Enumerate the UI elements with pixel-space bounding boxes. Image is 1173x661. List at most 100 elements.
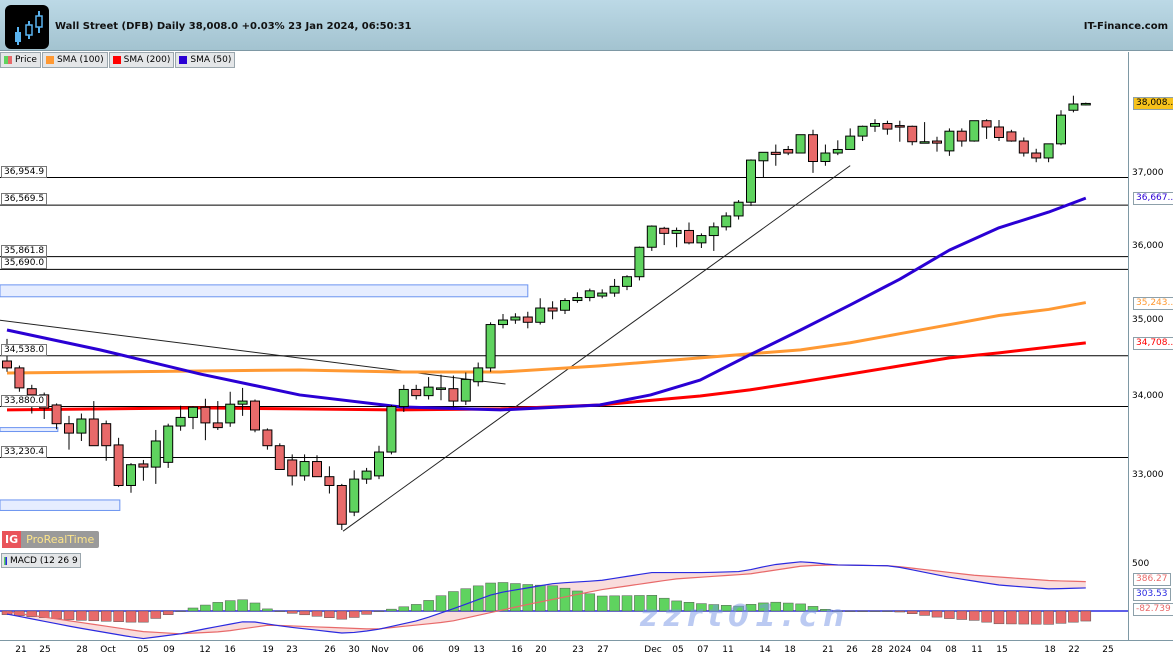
macd-histogram-bar	[262, 608, 273, 612]
candle-body-up	[969, 120, 980, 142]
candle	[522, 311, 533, 329]
macd-signal-tag: 386.27	[1133, 573, 1171, 586]
macd-histogram-bar	[745, 604, 757, 612]
macd-histogram-bar	[931, 610, 943, 618]
prorealtime-name: ProRealTime	[26, 533, 95, 546]
candle-body-down	[287, 459, 298, 477]
price-tick-label: 34,000	[1132, 391, 1164, 402]
candle	[150, 429, 161, 484]
level-label[interactable]: 36,954.9	[1, 165, 48, 178]
date-tick-label: 07	[697, 645, 709, 655]
price-chart[interactable]	[0, 52, 1128, 548]
macd-chart[interactable]	[0, 550, 1128, 640]
candle	[646, 225, 657, 251]
brand-name: IT-Finance.com	[1083, 21, 1168, 32]
macd-histogram-bar	[348, 610, 360, 618]
date-tick-label: 27	[597, 645, 609, 655]
level-label[interactable]: 34,538.0	[1, 343, 48, 356]
date-axis[interactable]: 21 25 28 Oct 05 09 12 16 19 23 26 30 Nov 06 09 13 16 20 23…	[0, 640, 1173, 661]
macd-histogram-bar	[299, 610, 310, 616]
date-tick-label: 2024	[888, 645, 912, 655]
legend-price[interactable]: Price	[0, 52, 41, 68]
level-label[interactable]: 33,230.4	[1, 445, 48, 458]
candle	[832, 140, 843, 156]
candle-body-up	[758, 151, 769, 162]
date-tick-label: 30	[348, 645, 360, 655]
candle-body-down	[312, 461, 322, 478]
ig-logo: IG	[2, 531, 22, 548]
candle-body-up	[237, 400, 248, 405]
candle-body-down	[808, 134, 818, 163]
macd-histogram-bar	[76, 610, 87, 621]
candle	[1043, 143, 1054, 163]
price-axis[interactable]	[1128, 52, 1173, 640]
macd-signal-line	[6, 564, 1086, 635]
candle	[634, 246, 645, 281]
macd-histogram-bar	[410, 604, 422, 612]
candle-body-up	[398, 388, 409, 408]
level-label[interactable]: 35,690.0	[1, 257, 48, 270]
level-label[interactable]: 36,569.5	[1, 193, 48, 206]
candle-body-up	[746, 159, 756, 203]
candle	[919, 122, 930, 144]
candle	[560, 298, 570, 315]
chart-title: Wall Street (DFB) Daily 38,008.0 +0.03% …	[55, 21, 412, 32]
candle	[448, 375, 459, 408]
legend-sma50[interactable]: SMA (50)	[175, 52, 236, 68]
candle-body-up	[733, 201, 744, 217]
date-tick-label: 21	[15, 645, 27, 655]
sma100-swatch-icon	[45, 56, 54, 64]
sma50-line	[6, 196, 1087, 412]
level-label[interactable]: 35,861.8	[1, 244, 48, 257]
macd-histogram-bar	[683, 602, 695, 612]
candle	[894, 120, 905, 142]
candle-body-up	[1068, 103, 1079, 111]
macd-histogram-bar	[993, 610, 1005, 625]
macd-histogram-bar	[113, 610, 124, 622]
zone-rect	[0, 427, 59, 433]
date-tick-label: 26	[846, 645, 858, 655]
date-tick-label: 20	[535, 645, 547, 655]
candle	[721, 212, 732, 231]
macd-histogram-bar	[671, 600, 682, 612]
macd-histogram-bar	[311, 610, 323, 617]
candle	[907, 125, 918, 146]
candle	[299, 454, 310, 481]
macd-histogram-bar	[1068, 610, 1079, 623]
date-tick-label: 14	[759, 645, 771, 655]
legend-sma100[interactable]: SMA (100)	[41, 52, 108, 68]
sma200-swatch-icon	[112, 56, 121, 64]
macd-histogram-bar	[386, 608, 397, 612]
candle	[622, 275, 632, 291]
level-label[interactable]: 33,880.0	[1, 394, 48, 407]
macd-histogram-bar	[906, 610, 918, 614]
candle	[584, 288, 595, 302]
macd-histogram-bar	[249, 602, 261, 612]
candle	[212, 401, 223, 430]
candle	[349, 470, 360, 517]
candle-body-down	[659, 227, 670, 234]
macd-legend[interactable]: MACD (12 26 9	[1, 553, 81, 568]
candle	[1018, 137, 1029, 157]
candle-body-up	[460, 378, 471, 402]
candle	[386, 404, 397, 455]
zone-rect	[0, 499, 121, 511]
candle-body-up	[944, 130, 955, 152]
price-tick-label: 37,000	[1132, 168, 1164, 179]
candle	[250, 399, 260, 433]
candle-body-up	[76, 418, 87, 434]
candle-body-down	[783, 148, 794, 154]
candle-body-up	[870, 122, 880, 127]
candle	[274, 443, 285, 471]
sma-value-tag: 34,708..	[1133, 336, 1173, 350]
date-tick-label: 16	[511, 645, 523, 655]
candle	[423, 377, 434, 400]
macd-histogram-bar	[869, 610, 881, 612]
legend-sma200[interactable]: SMA (200)	[108, 52, 175, 68]
candle-body-down	[262, 429, 273, 447]
date-tick-label: 15	[996, 645, 1008, 655]
macd-histogram-bar	[423, 600, 434, 612]
candle	[473, 362, 484, 387]
candle-body-down	[1006, 131, 1017, 142]
macd-histogram-bar	[274, 610, 286, 612]
